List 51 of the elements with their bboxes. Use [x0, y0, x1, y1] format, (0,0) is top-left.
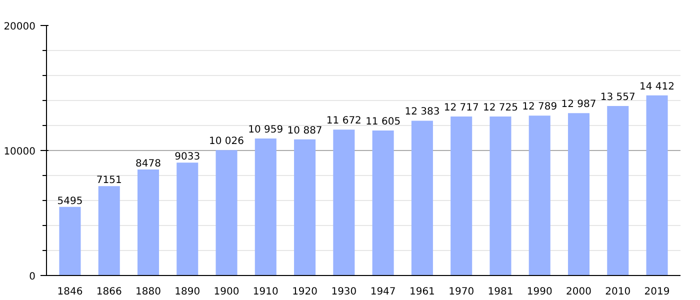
bar	[490, 116, 512, 276]
x-tick-label: 1866	[96, 286, 122, 298]
y-tick-label: 20000	[4, 22, 36, 32]
x-tick-label: 1890	[174, 286, 200, 298]
data-label: 13 557	[600, 92, 636, 104]
bar	[98, 186, 120, 276]
data-label: 10 026	[209, 136, 244, 148]
data-label: 12 717	[444, 102, 479, 114]
bar	[528, 116, 550, 276]
bar	[254, 138, 276, 276]
data-label: 12 987	[561, 99, 596, 110]
data-label: 14 412	[640, 81, 675, 92]
x-tick-label: 1880	[136, 286, 161, 298]
data-label: 9033	[174, 152, 200, 163]
bar	[646, 95, 668, 276]
x-tick-label: 2019	[644, 286, 670, 298]
x-tick-label: 1910	[252, 286, 278, 298]
data-label: 5495	[57, 196, 83, 207]
bar	[411, 120, 433, 276]
x-tick-label: 1981	[488, 286, 514, 298]
bar	[294, 139, 316, 276]
data-label: 8478	[136, 158, 161, 170]
x-tick-label: 1947	[370, 286, 396, 298]
x-tick-label: 1920	[292, 286, 318, 298]
x-tick-label: 1990	[526, 286, 552, 298]
x-tick-label: 1970	[448, 286, 474, 298]
x-tick-label: 2000	[566, 286, 592, 298]
bar	[607, 106, 629, 276]
data-label: 10 959	[248, 124, 284, 136]
bar	[216, 150, 238, 276]
x-tick-label: 2010	[605, 286, 631, 298]
bar	[333, 130, 355, 276]
bar	[176, 162, 198, 276]
x-tick-label: 1930	[331, 286, 357, 298]
x-tick-label: 1900	[214, 286, 240, 298]
y-tick-label: 0	[29, 272, 36, 282]
data-label: 12 383	[404, 106, 440, 118]
data-label: 12 789	[522, 102, 558, 113]
bar	[137, 170, 160, 276]
data-label: 11 605	[366, 116, 401, 128]
data-label: 10 887	[287, 125, 322, 136]
data-label: 12 725	[482, 102, 518, 114]
data-label: 11 672	[326, 116, 362, 127]
x-tick-label: 1846	[57, 286, 83, 298]
bar	[568, 113, 590, 276]
data-label: 7151	[96, 175, 122, 186]
x-tick-label: 1961	[409, 286, 435, 298]
bar	[450, 116, 472, 276]
bar	[59, 206, 81, 276]
bar	[372, 130, 394, 276]
y-tick-label: 10000	[4, 146, 36, 158]
